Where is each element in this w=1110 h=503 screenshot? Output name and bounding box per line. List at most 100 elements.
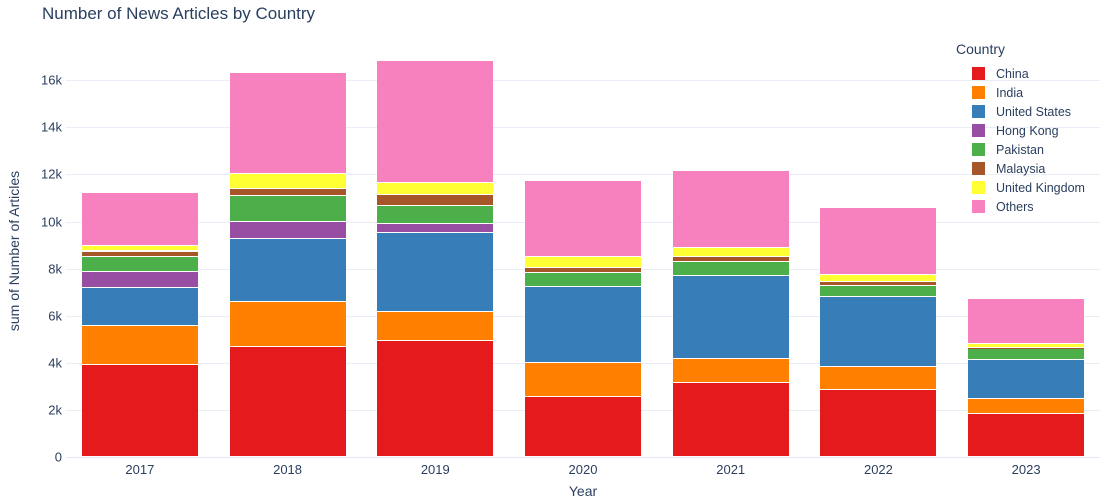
y-tick-label: 2k — [48, 402, 62, 418]
bar-segment[interactable] — [81, 325, 198, 364]
bar-segment[interactable] — [229, 302, 346, 346]
x-tick-label: 2020 — [568, 462, 598, 477]
legend-swatch-icon — [972, 200, 985, 213]
bar-segment[interactable] — [820, 285, 937, 297]
bar-segment[interactable] — [377, 340, 494, 457]
bar-segment[interactable] — [820, 297, 937, 366]
bar-segment[interactable] — [672, 257, 789, 262]
x-tick-label: 2019 — [420, 462, 450, 477]
legend: Country China India United States Hong Kong… — [948, 41, 1085, 216]
bar-segment[interactable] — [81, 245, 198, 251]
bar-segment[interactable] — [968, 398, 1085, 413]
x-tick-label: 2017 — [125, 462, 155, 477]
gridline — [66, 174, 1100, 176]
legend-item-label: Others — [996, 199, 1034, 214]
legend-swatch-icon — [972, 86, 985, 99]
gridline — [66, 127, 1100, 129]
bar-segment[interactable] — [377, 232, 494, 311]
legend-item[interactable]: India — [948, 83, 1085, 102]
bar-segment[interactable] — [377, 224, 494, 232]
bar-segment[interactable] — [672, 383, 789, 457]
bar-segment[interactable] — [968, 349, 1085, 359]
bar-segment[interactable] — [968, 413, 1085, 457]
bar-segment[interactable] — [820, 282, 937, 285]
bar-segment[interactable] — [820, 390, 937, 457]
bar-segment[interactable] — [820, 366, 937, 390]
bar-segment[interactable] — [968, 348, 1085, 349]
bar-segment[interactable] — [81, 271, 198, 287]
legend-item-label: Hong Kong — [996, 123, 1059, 138]
legend-swatch-icon — [972, 162, 985, 175]
legend-item[interactable]: United Kingdom — [948, 178, 1085, 197]
bar-segment[interactable] — [229, 196, 346, 222]
bar-segment[interactable] — [377, 60, 494, 183]
y-tick-label: 6k — [48, 308, 62, 324]
x-axis-line — [66, 457, 1100, 458]
y-axis-title: sum of Number of Articles — [6, 170, 22, 332]
legend-item[interactable]: Malaysia — [948, 159, 1085, 178]
bar-segment[interactable] — [525, 363, 641, 397]
y-tick-label: 4k — [48, 355, 62, 371]
legend-swatch-icon — [972, 105, 985, 118]
bar-segment[interactable] — [81, 364, 198, 457]
y-tick-label: 0 — [54, 449, 62, 465]
bar-segment[interactable] — [525, 267, 641, 272]
bar-segment[interactable] — [377, 194, 494, 205]
bar-segment[interactable] — [229, 72, 346, 173]
x-tick-label: 2023 — [1011, 462, 1041, 477]
bar-segment[interactable] — [229, 346, 346, 457]
bar-segment[interactable] — [81, 257, 198, 271]
x-tick-label: 2021 — [716, 462, 746, 477]
bar-segment[interactable] — [229, 189, 346, 196]
legend-swatch-icon — [972, 181, 985, 194]
bar-segment[interactable] — [820, 207, 937, 275]
chart-title: Number of News Articles by Country — [42, 4, 316, 23]
y-tick-label: 14k — [41, 119, 62, 135]
bar-segment[interactable] — [81, 287, 198, 325]
bar-segment[interactable] — [968, 359, 1085, 398]
x-axis-title: Year — [568, 483, 598, 499]
legend-item[interactable]: China — [948, 64, 1085, 83]
legend-item[interactable]: Others — [948, 197, 1085, 216]
legend-item-label: United Kingdom — [996, 180, 1085, 195]
legend-item[interactable]: United States — [948, 102, 1085, 121]
bar-segment[interactable] — [525, 286, 641, 363]
x-tick-label: 2022 — [863, 462, 893, 477]
bar-segment[interactable] — [820, 275, 937, 282]
bar-segment[interactable] — [525, 180, 641, 257]
legend-item[interactable]: Pakistan — [948, 140, 1085, 159]
legend-item-label: India — [996, 85, 1024, 100]
legend-item-label: Malaysia — [996, 161, 1046, 176]
bar-segment[interactable] — [377, 205, 494, 224]
legend-item[interactable]: Hong Kong — [948, 121, 1085, 140]
x-tick-label: 2018 — [273, 462, 303, 477]
bar-segment[interactable] — [525, 272, 641, 286]
legend-swatch-icon — [972, 124, 985, 137]
y-tick-label: 8k — [48, 261, 62, 277]
bar-segment[interactable] — [672, 358, 789, 383]
bar-segment[interactable] — [968, 298, 1085, 344]
bar-segment[interactable] — [525, 397, 641, 457]
bar-segment[interactable] — [672, 247, 789, 257]
bar-segment[interactable] — [672, 171, 789, 247]
bar-segment[interactable] — [377, 183, 494, 194]
y-tick-label: 16k — [41, 72, 62, 88]
legend-item-label: United States — [996, 104, 1072, 119]
bar-segment[interactable] — [968, 344, 1085, 348]
bar-segment[interactable] — [377, 311, 494, 340]
gridline — [66, 80, 1100, 82]
bar-segment[interactable] — [672, 276, 789, 358]
bar-segment[interactable] — [81, 251, 198, 257]
legend-title: Country — [956, 41, 1006, 57]
bar-segment[interactable] — [229, 222, 346, 238]
legend-item-label: China — [996, 66, 1029, 81]
legend-item-label: Pakistan — [996, 142, 1044, 157]
legend-items: China India United States Hong Kong Pakistan… — [948, 64, 1085, 216]
bar-segment[interactable] — [672, 262, 789, 276]
legend-swatch-icon — [972, 67, 985, 80]
bar-segment[interactable] — [525, 257, 641, 267]
bar-segment[interactable] — [229, 238, 346, 302]
bar-segment[interactable] — [229, 173, 346, 189]
bar-segment[interactable] — [81, 192, 198, 245]
